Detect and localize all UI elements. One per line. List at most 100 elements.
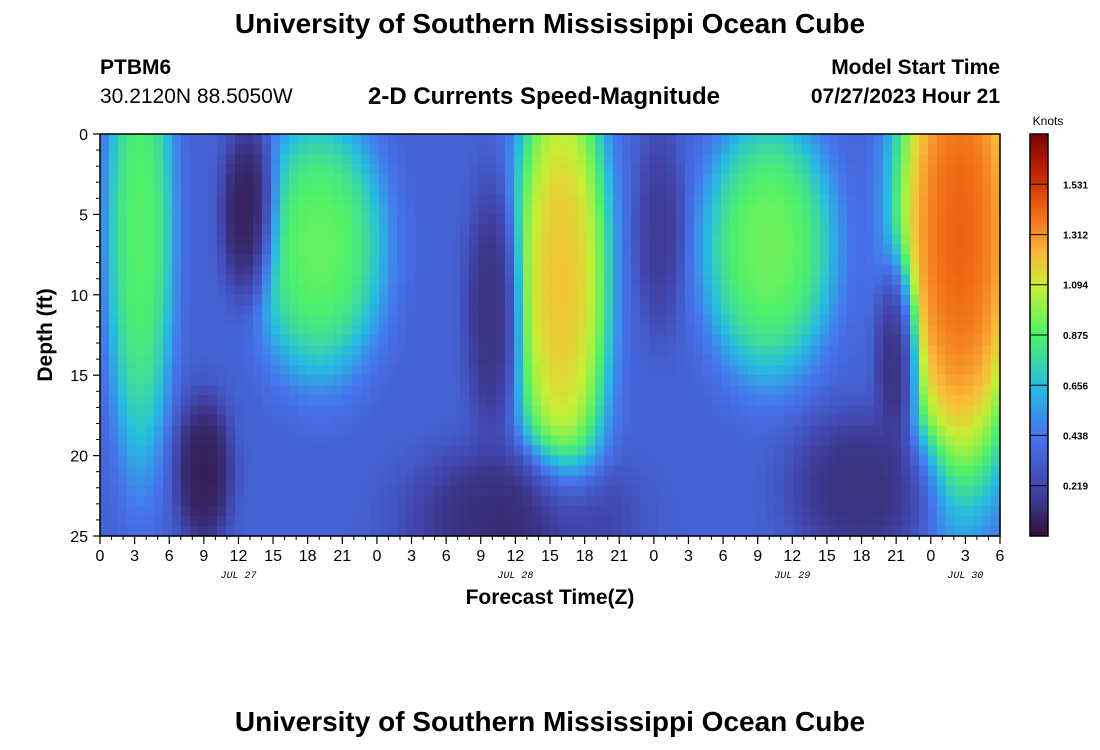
heatmap-cell [145,294,155,306]
heatmap-cell [901,345,911,356]
heatmap-cell [721,274,731,286]
heatmap-cell [199,495,209,507]
heatmap-cell [856,495,866,507]
heatmap-cell [163,214,173,226]
heatmap-cell [883,525,893,537]
heatmap-cell [415,355,425,366]
heatmap-cell [235,234,245,246]
heatmap-cell [469,174,479,185]
heatmap-cell [802,525,812,537]
heatmap-cell [568,505,578,517]
heatmap-cell [685,495,695,507]
heatmap-cell [595,254,605,266]
heatmap-cell [730,395,740,406]
heatmap-cell [568,224,578,236]
heatmap-cell [208,234,218,246]
heatmap-cell [109,214,119,226]
heatmap-cell [685,324,695,336]
heatmap-cell [523,475,533,487]
heatmap-cell [109,304,119,316]
heatmap-cell [343,324,353,336]
heatmap-cell [280,355,290,366]
heatmap-cell [847,324,857,336]
heatmap-cell [496,395,506,406]
heatmap-cell [685,194,695,205]
heatmap-cell [145,435,155,447]
heatmap-cell [523,445,533,457]
heatmap-cell [460,134,470,145]
heatmap-cell [685,335,695,346]
heatmap-cell [739,174,749,185]
heatmap-cell [730,425,740,437]
heatmap-cell [793,204,803,215]
heatmap-cell [784,224,794,236]
heatmap-cell [793,134,803,145]
heatmap-cell [235,154,245,165]
heatmap-cell [766,184,776,195]
heatmap-cell [775,244,785,256]
heatmap-cell [514,324,524,336]
heatmap-cell [478,314,488,326]
heatmap-cell [730,365,740,376]
heatmap-cell [226,495,236,507]
heatmap-cell [613,164,623,175]
heatmap-cell [226,335,236,346]
heatmap-cell [289,194,299,205]
heatmap-cell [649,154,659,165]
heatmap-cell [235,425,245,437]
heatmap-cell [172,385,182,396]
heatmap-cell [874,375,884,386]
heatmap-cell [919,485,929,497]
heatmap-cell [955,164,965,175]
heatmap-cell [469,254,479,266]
heatmap-cell [370,505,380,517]
heatmap-cell [415,465,425,477]
heatmap-cell [802,335,812,346]
heatmap-cell [451,154,461,165]
heatmap-cell [838,134,848,145]
heatmap-cell [577,294,587,306]
heatmap-cell [478,495,488,507]
heatmap-cell [172,515,182,527]
heatmap-cell [694,525,704,537]
heatmap-cell [298,505,308,517]
heatmap-cell [865,174,875,185]
heatmap-cell [820,294,830,306]
heatmap-cell [370,355,380,366]
heatmap-cell [370,184,380,195]
heatmap-cell [802,445,812,457]
heatmap-cell [388,304,398,316]
heatmap-cell [127,154,137,165]
heatmap-cell [640,385,650,396]
heatmap-cell [307,475,317,487]
heatmap-cell [100,405,110,416]
heatmap-cell [316,274,326,286]
heatmap-cell [739,324,749,336]
heatmap-cell [343,134,353,145]
heatmap-cell [901,365,911,376]
heatmap-cell [730,264,740,276]
heatmap-cell [181,244,191,256]
heatmap-cell [748,345,758,356]
heatmap-cell [370,294,380,306]
heatmap-cell [163,505,173,517]
heatmap-cell [442,194,452,205]
heatmap-cell [586,465,596,477]
heatmap-cell [802,435,812,447]
heatmap-cell [595,184,605,195]
heatmap-cell [496,244,506,256]
heatmap-cell [874,455,884,467]
heatmap-cell [802,134,812,145]
heatmap-cell [748,425,758,437]
heatmap-cell [838,204,848,215]
heatmap-cell [883,345,893,356]
heatmap-cell [982,435,992,447]
heatmap-cell [397,345,407,356]
heatmap-cell [712,475,722,487]
heatmap-cell [289,134,299,145]
heatmap-cell [289,164,299,175]
heatmap-cell [199,435,209,447]
heatmap-cell [118,425,128,437]
heatmap-cell [667,184,677,195]
heatmap-cell [901,144,911,155]
